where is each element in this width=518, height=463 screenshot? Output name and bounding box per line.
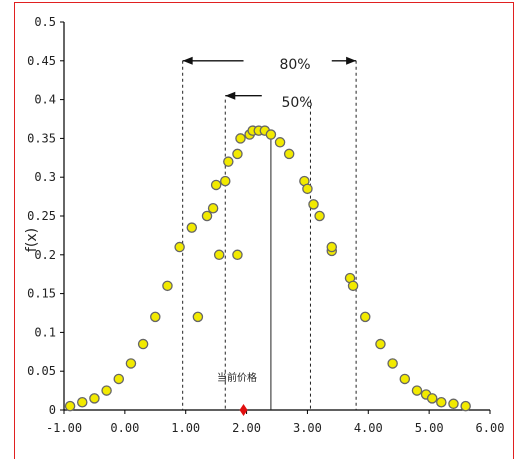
range-50-label: 50% bbox=[281, 95, 312, 111]
data-point bbox=[265, 129, 277, 140]
y-tick-label: 0.45 bbox=[27, 54, 56, 68]
data-point bbox=[232, 148, 243, 160]
y-tick-label: 0.4 bbox=[34, 93, 56, 107]
x-tick-label: 3.00 bbox=[293, 421, 322, 435]
y-axis-ticks: 0 0.05 0.1 0.15 0.2 0.25 0.3 0.35 0.4 0.45 0.5 bbox=[27, 15, 64, 417]
data-point bbox=[399, 373, 411, 385]
range-80-label: 80% bbox=[279, 57, 310, 73]
data-point bbox=[347, 280, 359, 292]
x-tick-label: -1.00 bbox=[46, 421, 82, 435]
y-tick-label: 0.05 bbox=[27, 364, 56, 378]
data-point bbox=[201, 210, 213, 222]
data-point bbox=[113, 373, 125, 385]
y-tick-label: 0.5 bbox=[34, 15, 56, 29]
x-tick-label: 4.00 bbox=[354, 421, 383, 435]
y-tick-label: 0.3 bbox=[34, 170, 56, 184]
data-point bbox=[314, 210, 325, 222]
data-point bbox=[220, 175, 231, 187]
data-point bbox=[137, 338, 149, 350]
data-point bbox=[308, 199, 319, 210]
data-points bbox=[64, 125, 471, 412]
data-point bbox=[232, 249, 243, 261]
data-point bbox=[64, 400, 76, 412]
data-point bbox=[210, 179, 222, 191]
data-point bbox=[207, 202, 219, 214]
data-point bbox=[387, 358, 398, 369]
arrowhead-icon bbox=[182, 56, 193, 65]
x-tick-label: 0.00 bbox=[110, 421, 139, 435]
current-price-marker bbox=[239, 404, 248, 416]
y-tick-label: 0.1 bbox=[34, 325, 56, 339]
y-tick-label: 0.35 bbox=[27, 131, 56, 145]
data-point bbox=[213, 249, 225, 261]
data-point bbox=[223, 156, 234, 167]
range-lines bbox=[182, 60, 357, 410]
data-point bbox=[411, 385, 423, 396]
range-50-arrows bbox=[225, 91, 262, 100]
y-tick-label: 0.25 bbox=[27, 209, 56, 223]
data-point bbox=[192, 311, 204, 323]
data-point bbox=[235, 133, 246, 144]
data-point bbox=[326, 241, 338, 253]
data-point bbox=[174, 241, 185, 253]
range-80-arrows bbox=[182, 56, 357, 65]
data-point bbox=[186, 222, 198, 233]
data-point bbox=[283, 148, 295, 160]
y-tick-label: 0 bbox=[49, 403, 56, 417]
x-tick-label: 6.00 bbox=[476, 421, 505, 435]
data-point bbox=[359, 311, 371, 323]
data-point bbox=[162, 280, 173, 292]
data-point bbox=[375, 338, 386, 350]
x-tick-label: 2.00 bbox=[232, 421, 261, 435]
data-point bbox=[274, 137, 286, 148]
x-tick-label: 1.00 bbox=[171, 421, 200, 435]
data-point bbox=[125, 358, 137, 369]
data-point bbox=[89, 393, 100, 404]
arrowhead-icon bbox=[346, 56, 357, 65]
data-point bbox=[448, 398, 459, 410]
data-point bbox=[436, 396, 447, 408]
y-tick-label: 0.2 bbox=[34, 248, 56, 262]
data-point bbox=[302, 183, 313, 195]
data-point bbox=[150, 311, 161, 323]
data-point bbox=[460, 400, 471, 412]
axes bbox=[63, 22, 490, 411]
data-point bbox=[101, 385, 112, 396]
x-axis-ticks: -1.00 0.00 1.00 2.00 3.00 4.00 5.00 6.00 bbox=[46, 410, 505, 435]
data-point bbox=[77, 396, 88, 408]
current-price-label: 当前价格 bbox=[217, 371, 257, 384]
arrowhead-icon bbox=[225, 91, 236, 100]
x-tick-label: 5.00 bbox=[415, 421, 444, 435]
chart-frame bbox=[14, 2, 514, 459]
data-point bbox=[426, 393, 438, 404]
y-axis-label: f(x) bbox=[24, 228, 40, 252]
y-tick-label: 0.15 bbox=[27, 287, 56, 301]
